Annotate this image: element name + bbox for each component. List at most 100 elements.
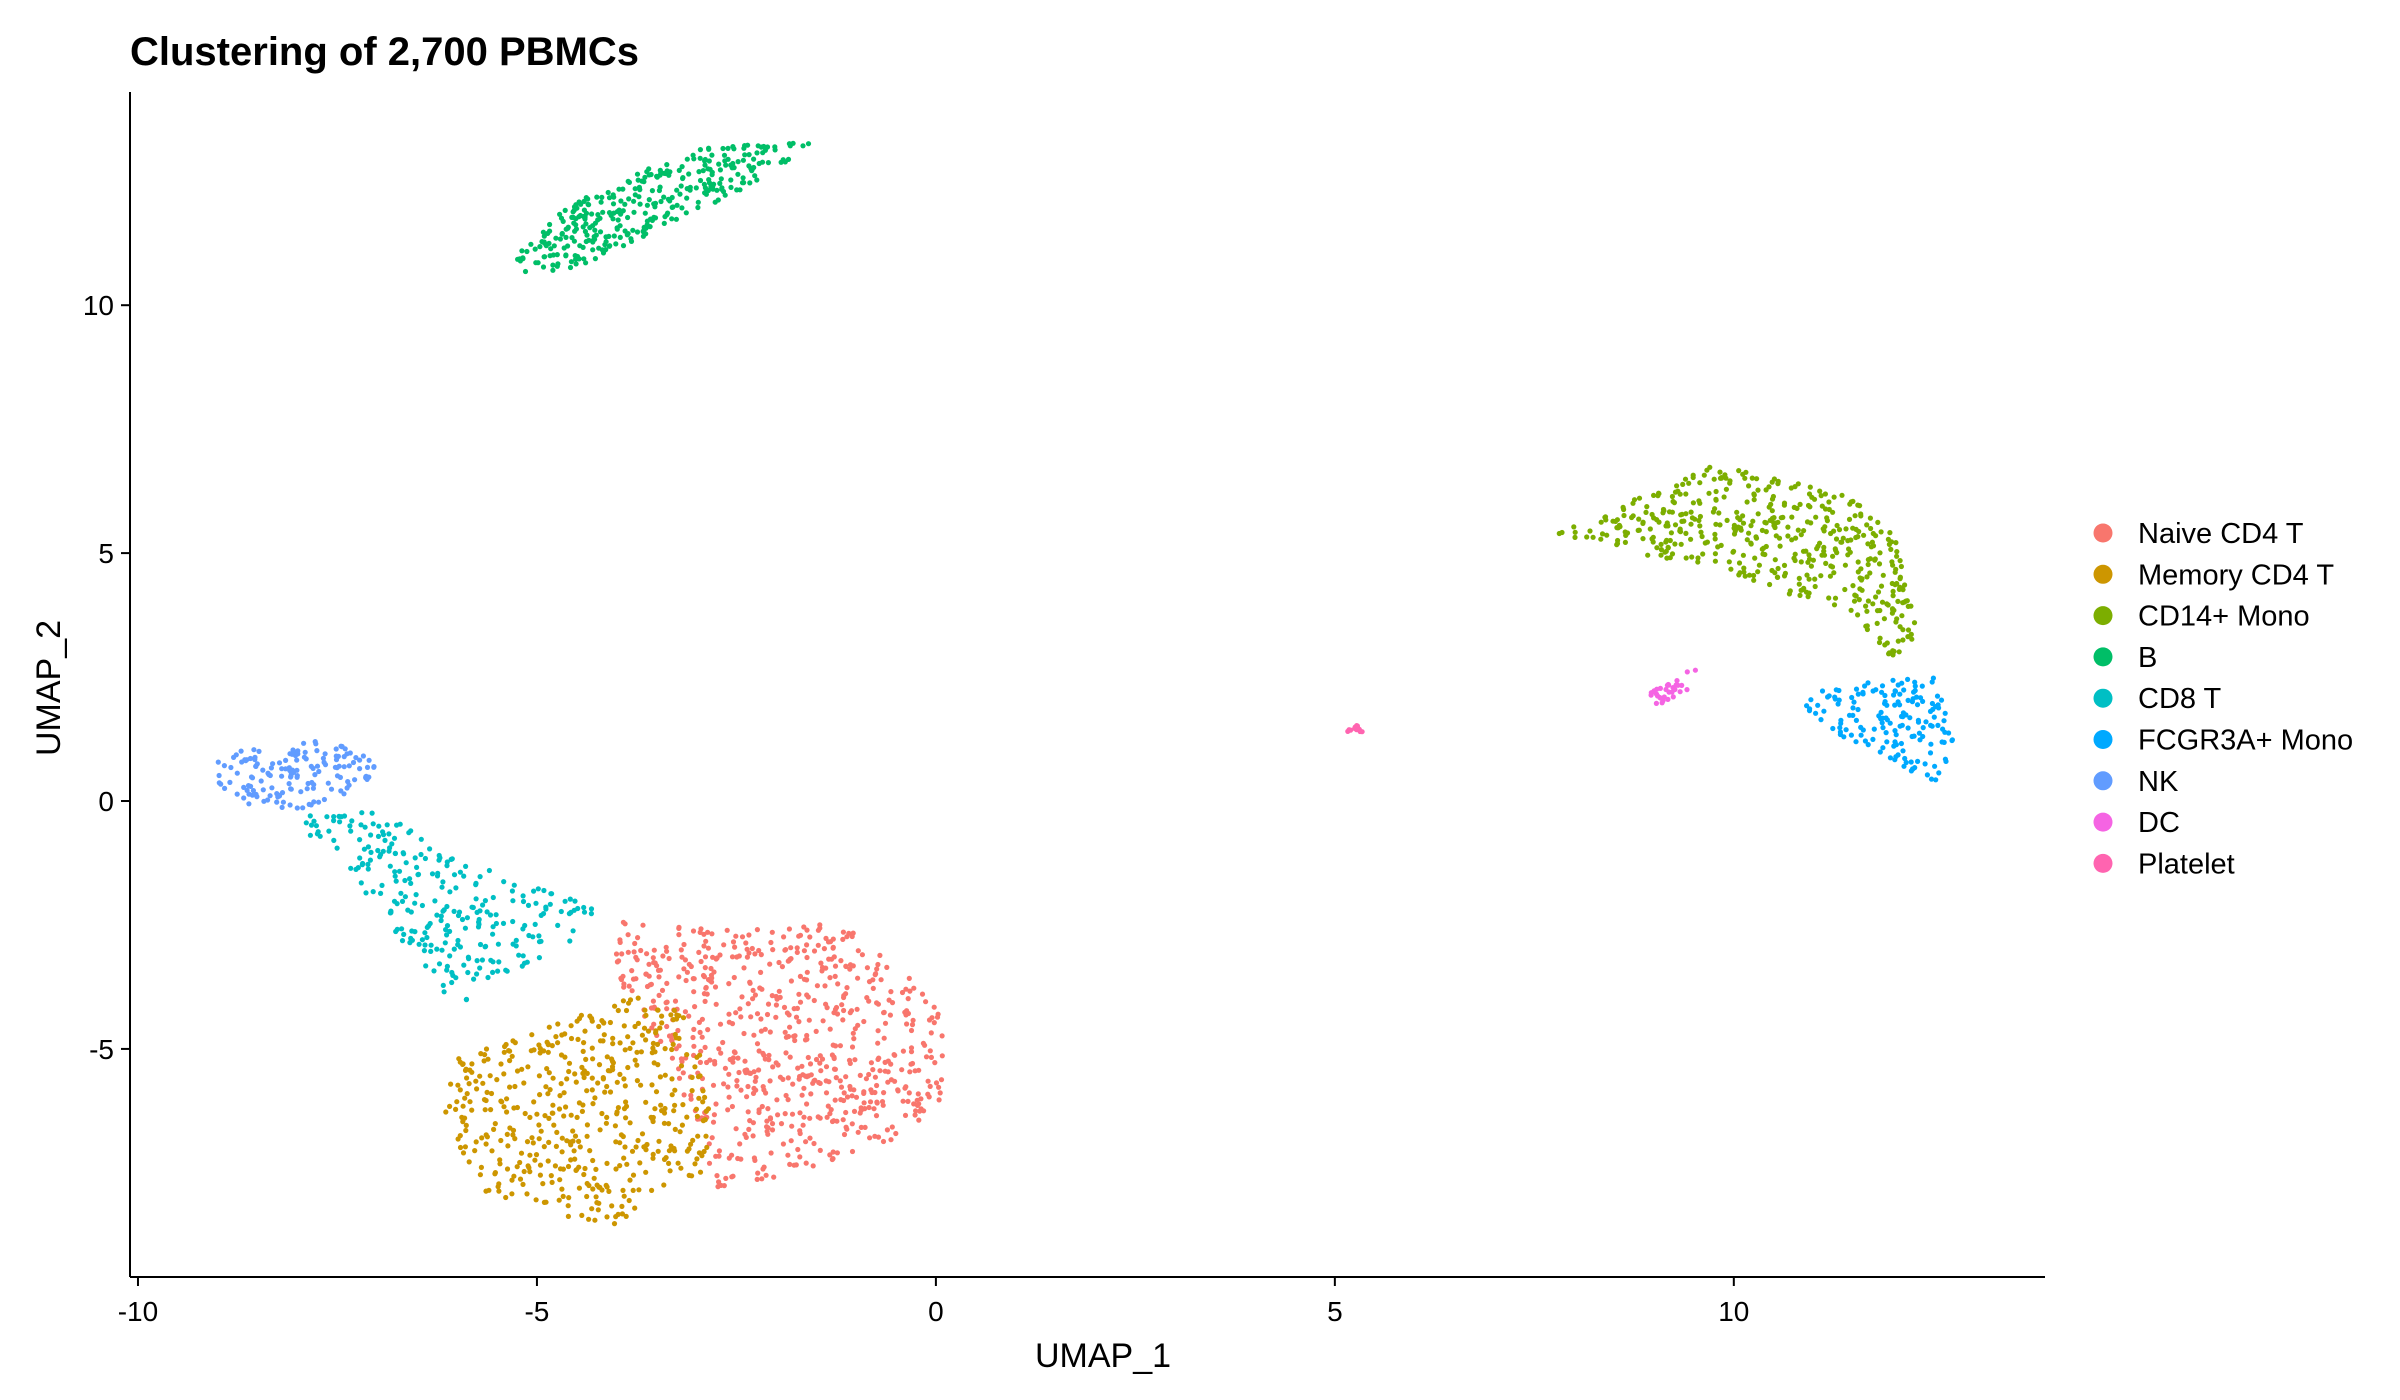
cell-point (1744, 499, 1750, 505)
cell-point (466, 1159, 472, 1165)
cell-point (1749, 475, 1755, 481)
cell-point (664, 162, 670, 168)
cell-point (520, 1181, 526, 1187)
cell-point (851, 1108, 858, 1114)
cell-point (552, 1163, 559, 1169)
cell-point (817, 1080, 823, 1086)
cell-point (656, 974, 662, 980)
cell-point (364, 764, 371, 771)
cell-point (521, 1080, 527, 1086)
cell-point (1680, 481, 1686, 487)
cell-point (745, 1001, 751, 1007)
cell-point (357, 855, 363, 861)
cell-point (1718, 542, 1724, 549)
cell-point (877, 1068, 883, 1074)
cell-point (555, 261, 561, 267)
cell-point (509, 1177, 515, 1183)
cell-point (849, 1044, 856, 1050)
cell-point (909, 1022, 916, 1028)
cell-point (855, 1022, 861, 1028)
cell-point (558, 1052, 565, 1058)
cell-point (1654, 545, 1660, 551)
cell-point (624, 232, 630, 238)
cell-point (649, 1082, 655, 1088)
cell-point (602, 1089, 608, 1095)
cell-point (823, 1064, 830, 1070)
cell-point (375, 833, 382, 840)
cell-point (394, 822, 400, 828)
cell-point (345, 779, 351, 785)
cell-point (770, 947, 776, 953)
cell-point (745, 142, 751, 148)
cell-point (677, 1129, 683, 1135)
cell-point (1615, 537, 1621, 544)
cell-point (592, 227, 598, 233)
cell-point (713, 1001, 719, 1007)
cell-point (706, 177, 712, 183)
cell-point (276, 760, 283, 766)
cell-point (855, 948, 861, 954)
cell-point (543, 906, 549, 912)
cell-point (1753, 535, 1760, 541)
cell-point (496, 959, 502, 965)
cell-point (899, 989, 906, 996)
cell-point (576, 1138, 582, 1144)
cell-point (787, 956, 793, 963)
cell-point (746, 163, 752, 169)
cell-point (536, 939, 543, 945)
cell-point (887, 1012, 894, 1018)
cell-point (511, 1173, 517, 1179)
cell-point (617, 234, 623, 240)
cell-point (1865, 742, 1871, 748)
cell-point (534, 1111, 540, 1117)
cell-point (1824, 518, 1830, 524)
cell-point (1686, 480, 1692, 486)
cell-point (695, 199, 701, 205)
cell-point (1859, 587, 1865, 593)
cell-point (877, 952, 883, 959)
cell-point (759, 159, 766, 165)
cell-point (592, 1217, 598, 1223)
cell-point (624, 1161, 630, 1167)
cell-point (544, 1039, 550, 1045)
cell-point (586, 1216, 592, 1222)
cell-point (562, 898, 568, 904)
cell-point (659, 987, 666, 994)
cell-point (1791, 504, 1797, 510)
cell-point (736, 1069, 742, 1076)
cell-point (697, 147, 704, 153)
cell-point (741, 965, 747, 971)
cell-point (831, 1055, 837, 1062)
cell-point (691, 1043, 697, 1049)
cell-point (520, 898, 527, 905)
cell-point (1922, 761, 1928, 767)
cell-point (1727, 478, 1733, 484)
cell-point (1830, 553, 1836, 559)
cell-point (1620, 504, 1626, 510)
cell-point (444, 859, 450, 865)
cell-point (260, 767, 266, 773)
cell-point (477, 908, 483, 914)
cell-point (1869, 539, 1875, 545)
cell-point (503, 967, 509, 973)
cell-point (837, 1043, 844, 1049)
legend-key (2093, 523, 2113, 543)
cell-point (1571, 524, 1577, 530)
cell-point (892, 1078, 898, 1084)
cell-point (444, 932, 450, 938)
cell-point (619, 1211, 626, 1217)
cell-point (576, 1015, 583, 1022)
cell-point (1896, 649, 1902, 655)
cell-point (581, 1074, 587, 1081)
cell-point (710, 186, 716, 192)
cell-point (629, 988, 635, 994)
cell-point (681, 941, 687, 948)
cell-point (418, 851, 424, 858)
cell-point (783, 1092, 789, 1099)
cell-point (572, 1071, 578, 1077)
cell-point (573, 1079, 579, 1085)
cell-point (900, 1098, 906, 1104)
cell-point (1819, 552, 1825, 558)
cell-point (864, 965, 871, 971)
cell-point (731, 1049, 738, 1055)
